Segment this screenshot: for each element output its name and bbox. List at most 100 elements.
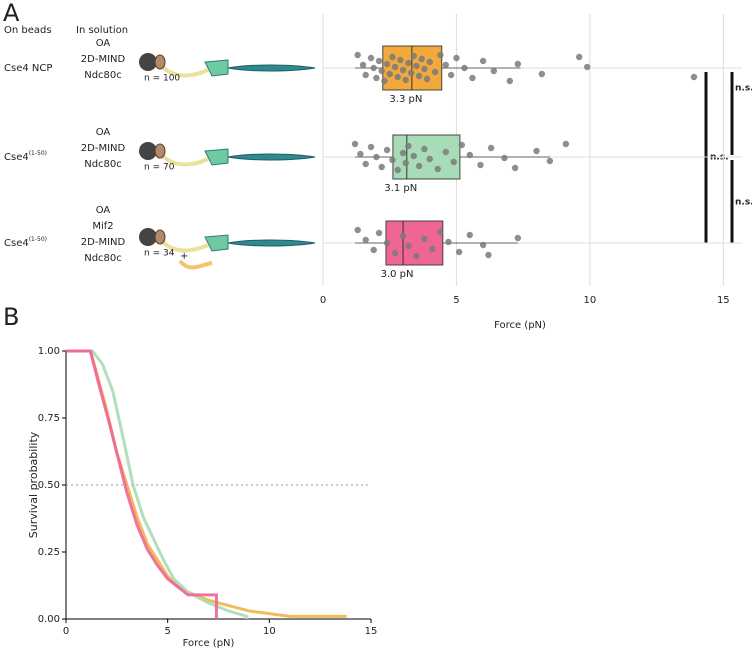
solution-component: 2D-MIND	[81, 143, 126, 154]
nucleosome	[154, 143, 166, 159]
data-point	[362, 71, 369, 79]
data-point	[437, 228, 444, 236]
data-point	[431, 68, 439, 76]
data-point	[362, 236, 369, 244]
data-point	[359, 61, 367, 69]
data-point	[362, 160, 369, 168]
y-tick-label: 0.25	[38, 547, 60, 558]
data-point	[383, 146, 391, 154]
solution-component: Ndc80c	[84, 253, 122, 264]
solution-component: 2D-MIND	[81, 54, 126, 65]
data-point	[461, 64, 468, 72]
data-point	[490, 67, 498, 75]
data-point	[367, 54, 375, 62]
data-point	[506, 77, 514, 85]
solution-component: OA	[96, 127, 111, 138]
data-point	[576, 53, 583, 61]
row-label: Cse4 NCP	[4, 63, 52, 74]
data-point	[442, 148, 449, 156]
data-point	[429, 245, 436, 253]
data-point	[405, 242, 412, 250]
data-point	[394, 166, 401, 174]
data-point	[383, 239, 391, 247]
y-tick-label: 0.50	[38, 480, 60, 491]
x-tick-label: 15	[365, 626, 378, 637]
row-label-name: Cse4	[4, 238, 29, 249]
data-point	[394, 73, 401, 81]
solution-component: OA	[96, 205, 111, 216]
rod	[227, 64, 316, 72]
data-point	[410, 52, 417, 60]
x-axis-label: Force (pN)	[183, 638, 235, 649]
significance-label: n.s.	[735, 198, 752, 208]
y-tick-label: 0.00	[38, 614, 60, 625]
panel-letter: A	[3, 0, 20, 27]
x-tick-label: 0	[320, 295, 326, 306]
x-tick-label: 5	[453, 295, 459, 306]
survival-curve	[66, 349, 347, 618]
data-point	[546, 157, 554, 165]
data-point	[421, 145, 428, 153]
head	[204, 234, 229, 252]
data-point	[413, 62, 420, 70]
data-point	[466, 231, 473, 239]
data-point	[455, 248, 463, 256]
row-label: Cse4(1-50)	[4, 150, 47, 164]
solution-component: Mif2	[92, 221, 113, 232]
data-point	[479, 241, 487, 249]
data-point	[415, 162, 423, 170]
data-point	[391, 63, 399, 71]
data-point	[426, 58, 433, 66]
data-point	[375, 229, 383, 237]
data-point	[477, 161, 484, 169]
bead	[139, 53, 157, 71]
data-point	[381, 77, 388, 85]
data-point	[479, 57, 487, 65]
data-point	[391, 249, 399, 257]
bead	[139, 228, 157, 246]
solution-component: 2D-MIND	[81, 237, 126, 248]
data-point	[487, 144, 495, 152]
data-point	[375, 57, 383, 65]
x-tick-label: 10	[584, 295, 597, 306]
data-point	[418, 55, 425, 63]
data-point	[421, 235, 428, 243]
data-point	[584, 63, 591, 71]
data-point	[447, 71, 455, 79]
significance-label: n.s.	[735, 84, 752, 94]
data-point	[407, 69, 415, 77]
n-label: n = 70	[144, 163, 175, 173]
data-point	[373, 74, 380, 82]
data-point	[421, 65, 428, 73]
row-label-name: Cse4 NCP	[4, 63, 52, 74]
tail	[160, 64, 209, 78]
box	[392, 134, 461, 180]
nucleosome	[154, 54, 166, 70]
data-point	[397, 56, 404, 64]
data-point	[405, 142, 412, 150]
data-point	[562, 140, 570, 148]
x-tick-label: 10	[263, 626, 276, 637]
data-point	[410, 152, 417, 160]
data-point	[437, 51, 444, 59]
data-point	[383, 60, 391, 68]
data-point	[413, 252, 420, 260]
survival-curve	[66, 349, 249, 619]
solution-component: Ndc80c	[84, 70, 122, 81]
head	[204, 59, 229, 77]
panel-letter: B	[3, 303, 19, 331]
data-point	[405, 59, 412, 67]
y-tick-label: 0.75	[38, 413, 60, 424]
solution-component: OA	[96, 38, 111, 49]
row-label-superscript: (1-50)	[29, 150, 47, 157]
tail	[160, 153, 209, 167]
rod	[227, 153, 316, 161]
survival-curve	[66, 349, 218, 619]
n-label: n = 100	[144, 74, 180, 84]
data-point	[402, 76, 409, 84]
data-point	[501, 154, 508, 162]
data-point	[538, 70, 546, 78]
y-tick-label: 1.00	[38, 346, 60, 357]
data-point	[354, 226, 361, 234]
